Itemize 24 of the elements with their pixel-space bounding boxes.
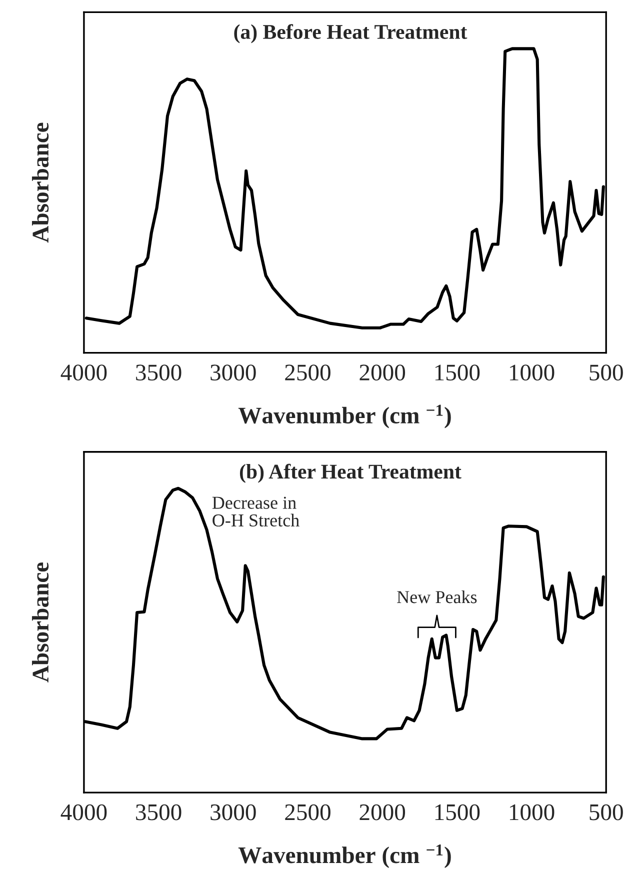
x-tick-label: 1000 — [510, 364, 554, 381]
x-tick-label: 3000 — [210, 804, 256, 820]
x-tick-label: 1000 — [510, 804, 554, 820]
x-tick-label: 2500 — [285, 364, 330, 381]
x-tick-label: 500 — [590, 804, 623, 820]
annotation: New Peaks — [397, 590, 477, 604]
y-axis-title: Absorbance — [32, 122, 49, 243]
x-tick-label: 4000 — [60, 364, 107, 381]
x-tick-label: 1500 — [435, 364, 480, 381]
x-tick-label: 3000 — [210, 364, 256, 381]
x-tick-label: 1500 — [435, 804, 480, 820]
annotation: Decrease in O-H Stretch — [212, 496, 300, 526]
x-tick-label: 2000 — [360, 804, 406, 820]
x-tick-label: 2000 — [360, 364, 406, 381]
chart-title: (b) After Heat Treatment — [240, 464, 462, 483]
x-axis-title: Wavenumber (cm $^{−1}$) — [238, 844, 451, 868]
y-axis-title: Absorbance — [32, 562, 49, 682]
x-tick-label: 2500 — [285, 804, 330, 820]
x-tick-label: 500 — [590, 364, 623, 381]
x-tick-label: 3500 — [136, 804, 182, 820]
x-tick-label: 3500 — [136, 364, 182, 381]
x-axis-title: Wavenumber (cm $^{−1}$) — [238, 404, 451, 428]
chart-title: (a) Before Heat Treatment — [234, 24, 468, 44]
x-tick-label: 4000 — [60, 804, 107, 820]
